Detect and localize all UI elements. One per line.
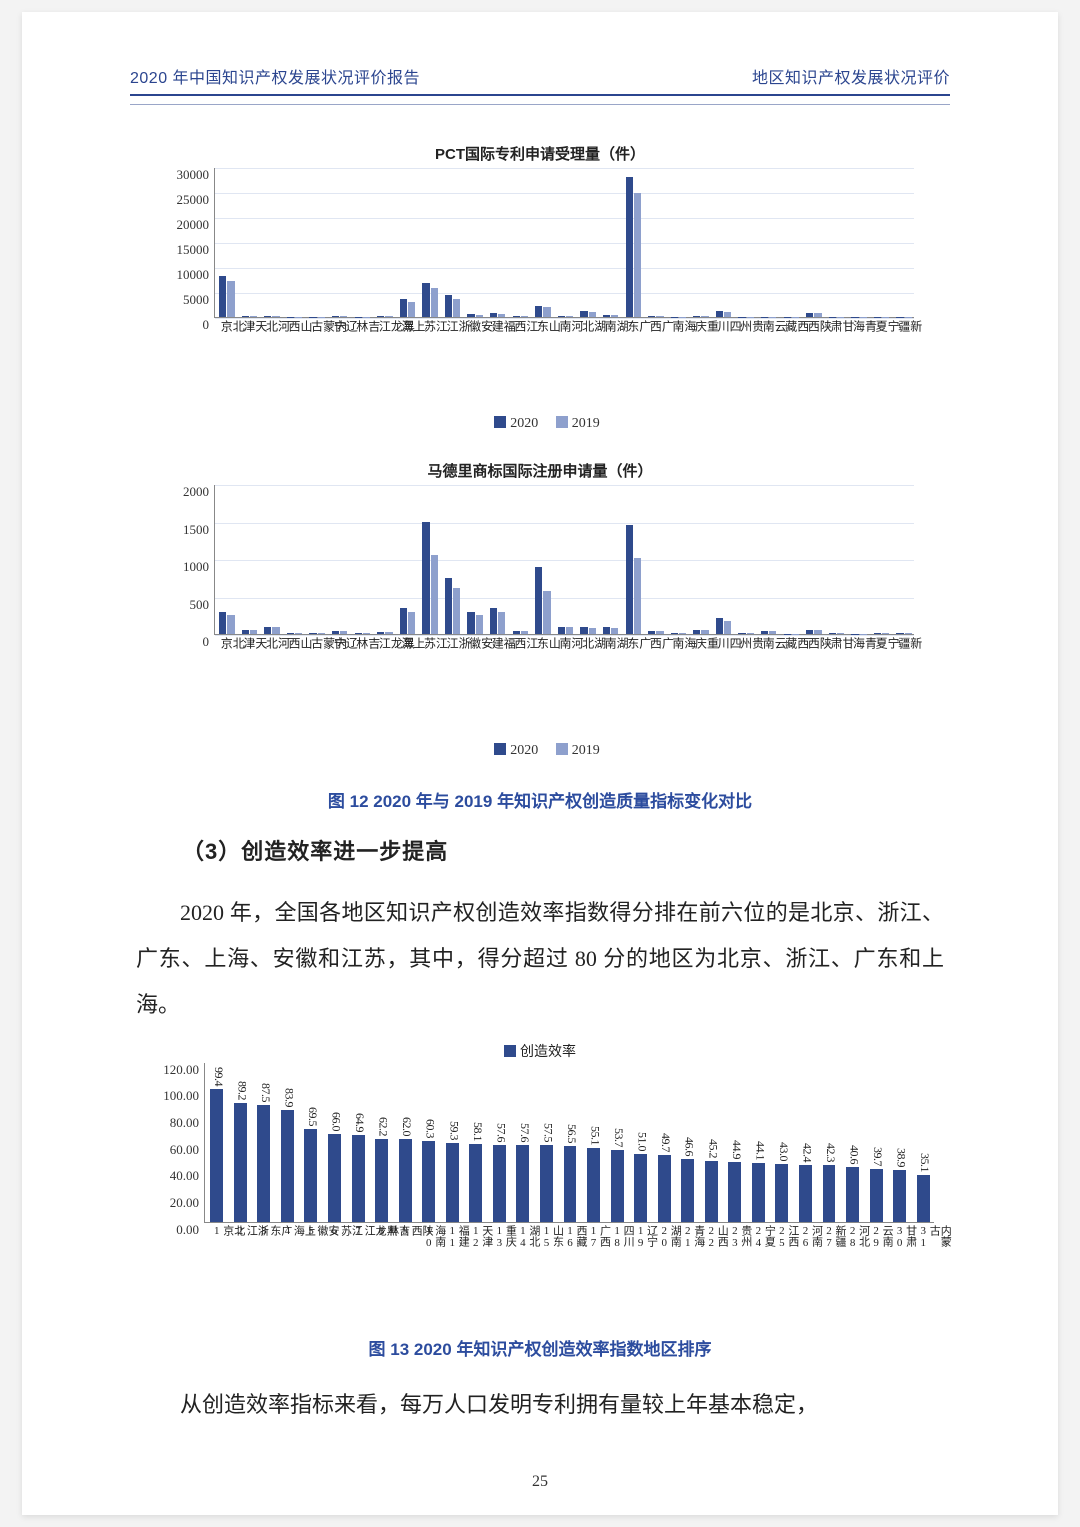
legend-swatch-2019 bbox=[556, 743, 568, 755]
figure-13-caption: 图 13 2020 年知识产权创造效率指数地区排序 bbox=[130, 1335, 950, 1360]
header-left: 2020 年中国知识产权发展状况评价报告 bbox=[130, 64, 420, 88]
chart-madrid-box: 0500100015002000北京天津河北山西内蒙古辽宁吉林黑龙江上海江苏浙江… bbox=[150, 485, 930, 685]
header-right: 地区知识产权发展状况评价 bbox=[752, 64, 950, 88]
legend-swatch-2020 bbox=[494, 743, 506, 755]
chart-pct: PCT国际专利申请受理量（件） 050001000015000200002500… bbox=[150, 143, 930, 432]
chart-pct-box: 050001000015000200002500030000北京天津河北山西内蒙… bbox=[150, 168, 930, 368]
paragraph-2: 从创造效率指标来看，每万人口发明专利拥有量较上年基本稳定， bbox=[136, 1382, 944, 1428]
section-heading-3: （3）创造效率进一步提高 bbox=[182, 834, 950, 866]
chart-efficiency-legend: 创造效率 bbox=[142, 1041, 938, 1061]
chart-pct-legend: 2020 2019 bbox=[150, 416, 930, 432]
chart-madrid: 马德里商标国际注册申请量（件） 0500100015002000北京天津河北山西… bbox=[150, 460, 930, 759]
paragraph-1: 2020 年，全国各地区知识产权创造效率指数得分排在前六位的是北京、浙江、广东、… bbox=[136, 890, 944, 1029]
figure-12-caption: 图 12 2020 年与 2019 年知识产权创造质量指标变化对比 bbox=[130, 787, 950, 812]
chart-madrid-legend: 2020 2019 bbox=[150, 743, 930, 759]
legend-swatch-2019 bbox=[556, 416, 568, 428]
page: 2020 年中国知识产权发展状况评价报告 地区知识产权发展状况评价 PCT国际专… bbox=[22, 12, 1058, 1515]
chart-pct-title: PCT国际专利申请受理量（件） bbox=[150, 143, 930, 164]
page-number: 25 bbox=[22, 1473, 1058, 1491]
legend-swatch-efficiency bbox=[504, 1045, 516, 1057]
legend-swatch-2020 bbox=[494, 416, 506, 428]
header-rule-thin bbox=[130, 104, 950, 105]
header-rule-thick bbox=[130, 94, 950, 96]
page-header: 2020 年中国知识产权发展状况评价报告 地区知识产权发展状况评价 bbox=[130, 64, 950, 94]
chart-madrid-title: 马德里商标国际注册申请量（件） bbox=[150, 460, 930, 481]
chart-efficiency: 创造效率 0.0020.0040.0060.0080.00100.00120.0… bbox=[142, 1041, 938, 1273]
chart-efficiency-box: 0.0020.0040.0060.0080.00100.00120.0099.4… bbox=[142, 1063, 938, 1273]
